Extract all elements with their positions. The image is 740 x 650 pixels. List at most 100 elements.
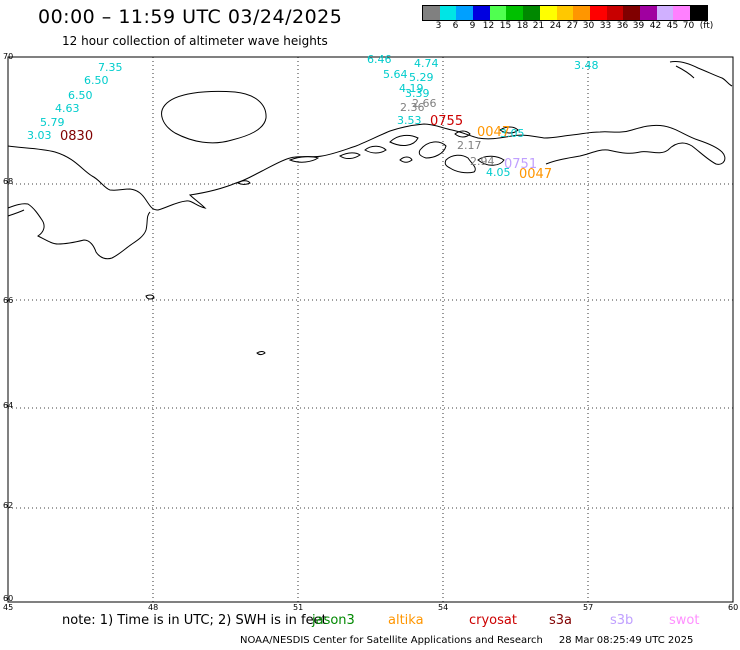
lon-label: 48 [148,603,158,612]
swh-value: 7.35 [98,61,123,74]
colorbar-tick: 30 [582,21,595,31]
colorbar-tick: 70 [682,21,695,31]
satellite-legend-s3a: s3a [549,613,573,628]
colorbar-tick: 24 [549,21,562,31]
island [454,130,471,138]
lat-label: 64 [3,401,13,410]
colorbar-cell-2 [456,6,474,20]
satellite-legend-s3b: s3b [610,613,634,628]
graticule [8,57,733,602]
colorbar-tick: 21 [532,21,545,31]
colorbar-cell-1 [439,6,457,20]
pass-time-label: 0830 [60,129,93,144]
page-title: 00:00 – 11:59 UTC 03/24/2025 [38,6,343,28]
ne-coast [669,61,733,87]
coast-fragment [7,209,25,217]
colorbar-tick: 45 [666,21,679,31]
colorbar-cell-3 [473,6,490,20]
colorbar-cell-11 [606,6,624,20]
island [364,145,387,154]
footnote: note: 1) Time is in UTC; 2) SWH is in fe… [62,613,327,628]
wave-observations: 7.35 6.50 6.50 4.63 5.79 3.03 6.46 4.74 … [27,53,599,179]
colorbar-cell-10 [589,6,607,20]
colorbar-cell-6 [523,6,540,20]
colorbar-tick: 33 [599,21,612,31]
island [444,154,476,174]
island [418,141,447,159]
colorbar-cell-4 [489,6,507,20]
footer-credit: NOAA/NESDIS Center for Satellite Applica… [240,635,543,646]
satellite-legend-jason3: jason3 [312,613,355,628]
lat-label: 70 [3,52,13,61]
island [477,155,505,166]
footer: NOAA/NESDIS Center for Satellite Applica… [240,635,693,646]
colorbar-cell-15 [673,6,690,20]
pass-time-label: 0755 [430,114,463,129]
swh-value: 5.64 [383,68,408,81]
lat-label: 60 [3,594,13,603]
mainland-coast [7,123,726,211]
island [339,152,361,159]
coastlines [7,61,733,355]
colorbar-tick: 42 [649,21,662,31]
lon-label: 60 [728,603,738,612]
swh-value: 4.74 [414,57,439,70]
swh-value: 4.19 [399,82,424,95]
colorbar-cell-0 [423,6,440,20]
page-subtitle: 12 hour collection of altimeter wave hei… [62,34,328,48]
island [389,134,419,146]
swh-value: 4.05 [486,166,511,179]
ne-coast-inner [675,65,695,79]
swh-value: 3.03 [27,129,52,142]
lon-label: 45 [3,603,13,612]
colorbar-tick: 3 [435,21,442,31]
colorbar-cell-5 [506,6,524,20]
colorbar-tick: 9 [469,21,476,31]
colorbar-unit: (ft) [699,21,714,31]
swh-value: 2.36 [400,101,425,114]
pass-time-label: 0047 [519,167,552,182]
footer-timestamp: 28 Mar 08:25:49 UTC 2025 [558,635,694,646]
swh-value: 6.50 [84,74,109,87]
island [237,180,251,185]
colorbar-cell-16 [690,6,707,20]
colorbar-cell-13 [639,6,657,20]
kolguyev-island [161,90,267,144]
colorbar-tick: 18 [516,21,529,31]
swh-value: 3.39 [405,87,430,100]
map-frame [7,56,734,603]
island [256,351,266,355]
swh-value: 3.48 [574,59,599,72]
mainland-west-coast [7,203,151,260]
colorbar [422,5,708,21]
colorbar-tick: 15 [499,21,512,31]
pass-time-label: 0751 [504,157,537,172]
colorbar-tick: 6 [452,21,459,31]
swh-value: 5.29 [409,71,434,84]
satellite-legend-swot: swot [669,613,700,628]
swh-value: 2.94 [470,155,495,168]
lon-label: 57 [583,603,593,612]
colorbar-cell-9 [573,6,590,20]
lat-label: 66 [3,296,13,305]
island [399,156,413,163]
swh-value: 6.46 [367,53,392,66]
colorbar-tick: 39 [632,21,645,31]
swh-value: 4.63 [55,102,80,115]
colorbar-tick: 12 [482,21,495,31]
colorbar-tick: 36 [616,21,629,31]
lat-label: 68 [3,177,13,186]
colorbar-tick: 27 [566,21,579,31]
colorbar-cell-14 [656,6,674,20]
colorbar-cell-12 [623,6,640,20]
swh-value: 2.66 [412,97,437,110]
swh-value: 3.05 [500,127,525,140]
island [145,294,155,300]
pass-times: 0830 0755 0047 0751 0047 [60,114,552,182]
satellite-legend-altika: altika [388,613,424,628]
swh-value: 2.17 [457,139,482,152]
swh-value: 3.53 [397,114,422,127]
lat-label: 62 [3,501,13,510]
